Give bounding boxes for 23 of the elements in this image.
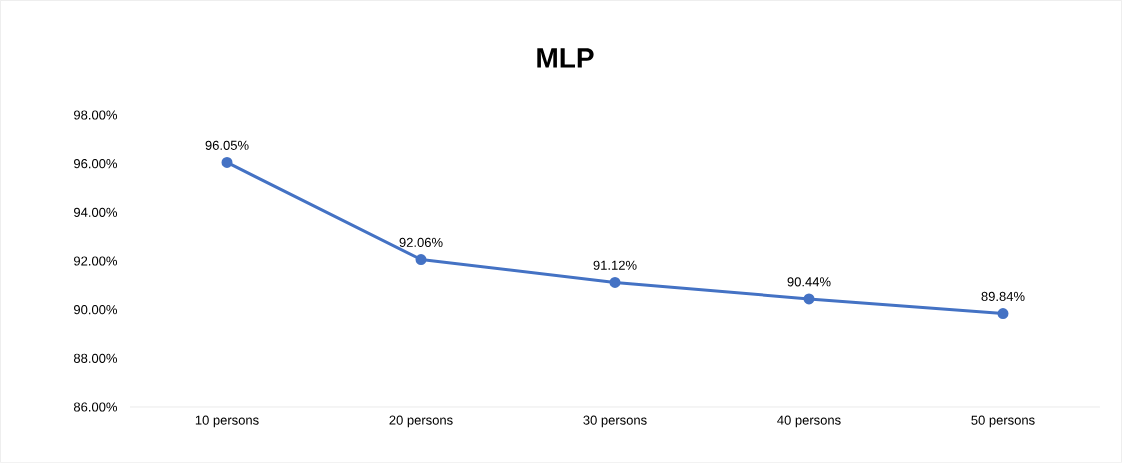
y-tick-label: 92.00% [74, 256, 118, 266]
x-tick-label: 50 persons [971, 415, 1035, 428]
point [803, 293, 815, 305]
data-label: 90.44% [787, 277, 831, 287]
data-label: 91.12% [593, 260, 637, 270]
y-tick-label: 86.00% [73, 402, 118, 412]
point [415, 254, 427, 266]
y-tick-label: 98.00% [74, 110, 118, 120]
data-label: 89.84% [981, 291, 1025, 302]
point [609, 276, 621, 288]
x-tick-label: 40 persons [777, 415, 841, 428]
y-tick-label: 90.00% [74, 305, 118, 315]
x-tick-label: 20 persons [389, 415, 453, 428]
x-tick-label: 10 persons [195, 415, 259, 428]
data-label: 92.06% [399, 237, 443, 247]
x-tick-label: 30 persons [583, 415, 647, 428]
chart-title: MLP [537, 48, 594, 68]
y-tick-label: 88.00% [73, 353, 118, 363]
point [997, 308, 1009, 320]
y-tick-label: 96.00% [74, 159, 118, 169]
point [221, 156, 233, 168]
y-tick-label: 94.00% [74, 207, 118, 217]
data-label: 96.05% [205, 140, 249, 150]
